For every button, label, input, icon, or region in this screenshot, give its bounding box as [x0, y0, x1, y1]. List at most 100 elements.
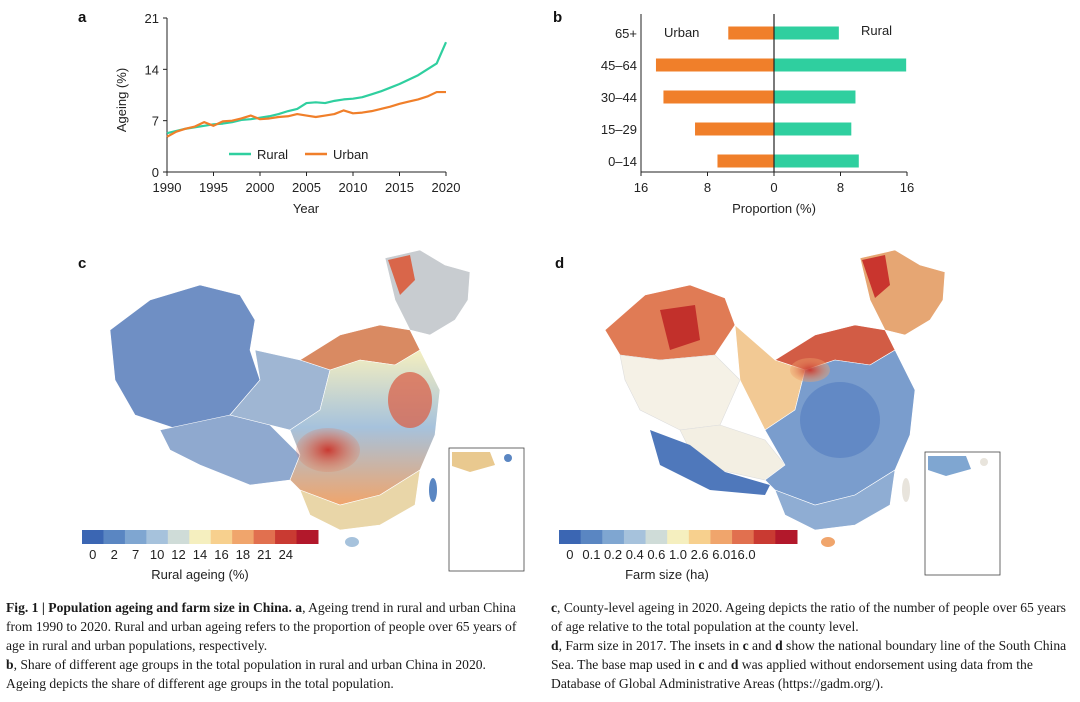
- colorbar-swatch: [210, 530, 233, 544]
- colorbar-label: 0.4: [626, 547, 644, 562]
- colorbar-label: 12: [171, 547, 185, 562]
- china-map-shape: [604, 249, 946, 547]
- caption-and: and: [748, 638, 776, 653]
- panel-label-b: b: [553, 9, 562, 26]
- colorbar-title: Farm size (ha): [625, 567, 709, 582]
- x-tick-label: 1990: [153, 180, 182, 195]
- colorbar-swatch: [167, 530, 190, 544]
- chart-age-groups: b 65+ 45–64 30–44 15–29 0–14 16 8 0 8 16 Urban Ru…: [553, 9, 914, 216]
- colorbar-swatch: [189, 530, 212, 544]
- caption-ref-d: d: [775, 638, 783, 653]
- y-axis-title: Ageing (%): [114, 68, 129, 132]
- colorbar-swatch: [732, 530, 755, 544]
- colorbar-label: 2: [111, 547, 118, 562]
- colorbar-swatch: [296, 530, 319, 544]
- category-label: 0–14: [608, 154, 637, 169]
- colorbar-label: 16.0: [730, 547, 755, 562]
- colorbar-swatch: [753, 530, 776, 544]
- colorbar-swatch: [580, 530, 603, 544]
- panel-label-a: a: [78, 9, 87, 26]
- x-tick-label: 2005: [292, 180, 321, 195]
- caption-ref-c: c: [742, 638, 749, 653]
- colorbar-label: 7: [132, 547, 139, 562]
- colorbar-label: 0: [89, 547, 96, 562]
- y-tick-label: 21: [145, 11, 159, 26]
- colorbar-label: 21: [257, 547, 271, 562]
- caption-d-text3: was applied without endorsement using da…: [551, 657, 1033, 691]
- bar-urban: [717, 154, 774, 168]
- south-china-sea-inset: [448, 447, 525, 572]
- colorbar-label: 16: [214, 547, 228, 562]
- x-tick-label: 2020: [432, 180, 461, 195]
- figure-label: Fig. 1 | Population ageing and farm size…: [6, 600, 292, 615]
- legend-label-urban: Urban: [333, 147, 368, 162]
- bar-urban: [695, 122, 774, 136]
- colorbar-swatch: [645, 530, 668, 544]
- y-tick-label: 14: [145, 62, 159, 77]
- colorbar-swatch: [232, 530, 255, 544]
- colorbar-label: 0.6: [647, 547, 665, 562]
- colorbar-label: 6.0: [712, 547, 730, 562]
- caption-a-label: a: [295, 600, 303, 615]
- caption-d-text: , Farm size in 2017. The insets in: [558, 638, 743, 653]
- x-tick-label: 2010: [339, 180, 368, 195]
- y-tick-label: 0: [152, 165, 159, 180]
- colorbar-swatch: [775, 530, 798, 544]
- caption-a-text: , Ageing trend in rural and urban China …: [6, 600, 517, 653]
- bar-rural: [774, 122, 852, 136]
- colorbar-label: 10: [150, 547, 164, 562]
- bar-urban: [655, 58, 774, 72]
- x-axis-title: Proportion (%): [732, 201, 816, 216]
- colorbar-swatch: [559, 530, 582, 544]
- bars: [655, 26, 907, 168]
- colorbar-swatch: [146, 530, 169, 544]
- south-china-sea-inset: [924, 451, 1001, 576]
- x-tick-label: 16: [634, 180, 648, 195]
- caption-b-text: , Share of different age groups in the t…: [6, 657, 486, 691]
- panel-label-c: c: [78, 255, 86, 272]
- caption-b-label: b: [6, 657, 14, 672]
- x-tick-label: 2015: [385, 180, 414, 195]
- bar-rural: [774, 26, 839, 40]
- colorbar-swatch: [82, 530, 104, 544]
- colorbar-label: 2.6: [691, 547, 709, 562]
- colorbar-label: 0: [566, 547, 573, 562]
- colorbar-label: 14: [193, 547, 207, 562]
- caption-c-label: c: [551, 600, 558, 615]
- y-tick-label: 7: [152, 114, 159, 129]
- caption-ref-d2: d: [730, 657, 739, 672]
- caption-and2: and: [704, 657, 731, 672]
- caption-c-text: , County-level ageing in 2020. Ageing de…: [551, 600, 1066, 634]
- caption-ref-c2: c: [698, 657, 705, 672]
- series-line-urban: [166, 90, 446, 138]
- chart-ageing-trend: a 1990 1995 2000 2005 2010 2015 2020 0 7 14 21 Yea…: [78, 9, 461, 216]
- colorbar-label: 0.2: [604, 547, 622, 562]
- china-map-shape: [109, 249, 471, 547]
- colorbar-title: Rural ageing (%): [151, 567, 249, 582]
- panel-label-d: d: [555, 255, 564, 272]
- colorbar-swatch: [667, 530, 690, 544]
- colorbar-swatch: [275, 530, 298, 544]
- colorbar-swatch: [602, 530, 625, 544]
- colorbar-label: 0.1: [582, 547, 600, 562]
- legend-label-rural: Rural: [257, 147, 288, 162]
- bar-urban: [663, 90, 774, 104]
- colorbar-label: 24: [279, 547, 293, 562]
- colorbar-farm-size: 0 0.1 0.2 0.4 0.6 1.0 2.6 6.0 16.0: [559, 530, 798, 562]
- colorbar-swatch: [253, 530, 276, 544]
- axes: 1990 1995 2000 2005 2010 2015 2020 0 7 14 21: [145, 11, 461, 195]
- figure-caption-right: c, County-level ageing in 2020. Ageing d…: [551, 598, 1071, 693]
- category-label: 30–44: [601, 90, 637, 105]
- x-tick-label: 0: [770, 180, 777, 195]
- x-tick-label: 1995: [199, 180, 228, 195]
- plot-lines: [166, 41, 448, 138]
- bar-urban: [728, 26, 774, 40]
- colorbar-swatch: [688, 530, 711, 544]
- bar-rural: [774, 58, 907, 72]
- bar-rural: [774, 90, 856, 104]
- axes: 65+ 45–64 30–44 15–29 0–14 16 8 0 8 16: [601, 14, 914, 195]
- series-label-rural: Rural: [861, 23, 892, 38]
- x-tick-label: 2000: [246, 180, 275, 195]
- legend: Rural Urban: [229, 147, 368, 162]
- caption-d-label: d: [551, 638, 559, 653]
